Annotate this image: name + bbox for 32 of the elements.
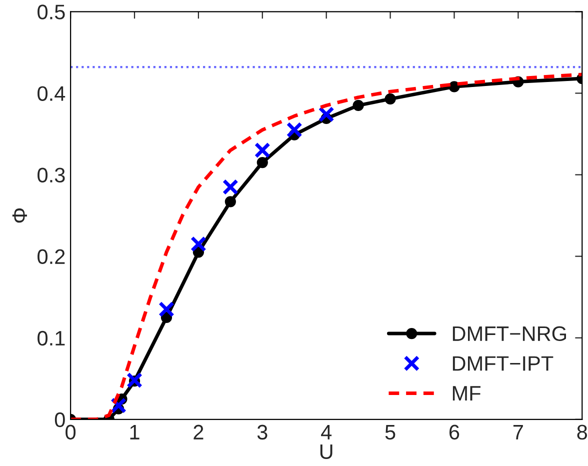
- x-axis-title: U: [320, 444, 332, 459]
- point: [286, 122, 302, 138]
- x-tick-label: 7: [513, 425, 523, 440]
- legend-label: DMFT−NRG: [452, 326, 566, 342]
- point: [222, 178, 238, 195]
- point: [190, 236, 206, 252]
- y-tick-label: 0.1: [38, 330, 65, 346]
- y-axis-title: Φ: [12, 208, 27, 223]
- x-tick-label: 4: [321, 425, 332, 440]
- y-tick-label: 0.3: [38, 168, 65, 183]
- x-tick-label: 2: [194, 424, 204, 440]
- x-tick-label: 0: [66, 424, 76, 440]
- x-tick-label: 6: [449, 424, 460, 440]
- point: [256, 156, 268, 168]
- x-tick-label: 3: [257, 424, 268, 440]
- point: [126, 372, 142, 388]
- point: [448, 81, 460, 92]
- x-tick-label: 8: [577, 424, 588, 440]
- y-tick-label: 0: [54, 412, 65, 428]
- x-tick-label: 5: [385, 425, 396, 440]
- y-tick-label: 0.4: [38, 86, 66, 101]
- point: [318, 106, 334, 122]
- legend-label: MF: [452, 386, 480, 400]
- point: [254, 142, 270, 158]
- y-tick-label: 0.2: [38, 249, 65, 264]
- legend-label: DMFT−IPT: [452, 356, 554, 371]
- point: [384, 93, 396, 104]
- point: [352, 100, 364, 111]
- point: [158, 301, 174, 318]
- x-tick-label: 1: [130, 425, 140, 440]
- point: [224, 196, 236, 208]
- y-tick-label: 0.5: [38, 4, 65, 20]
